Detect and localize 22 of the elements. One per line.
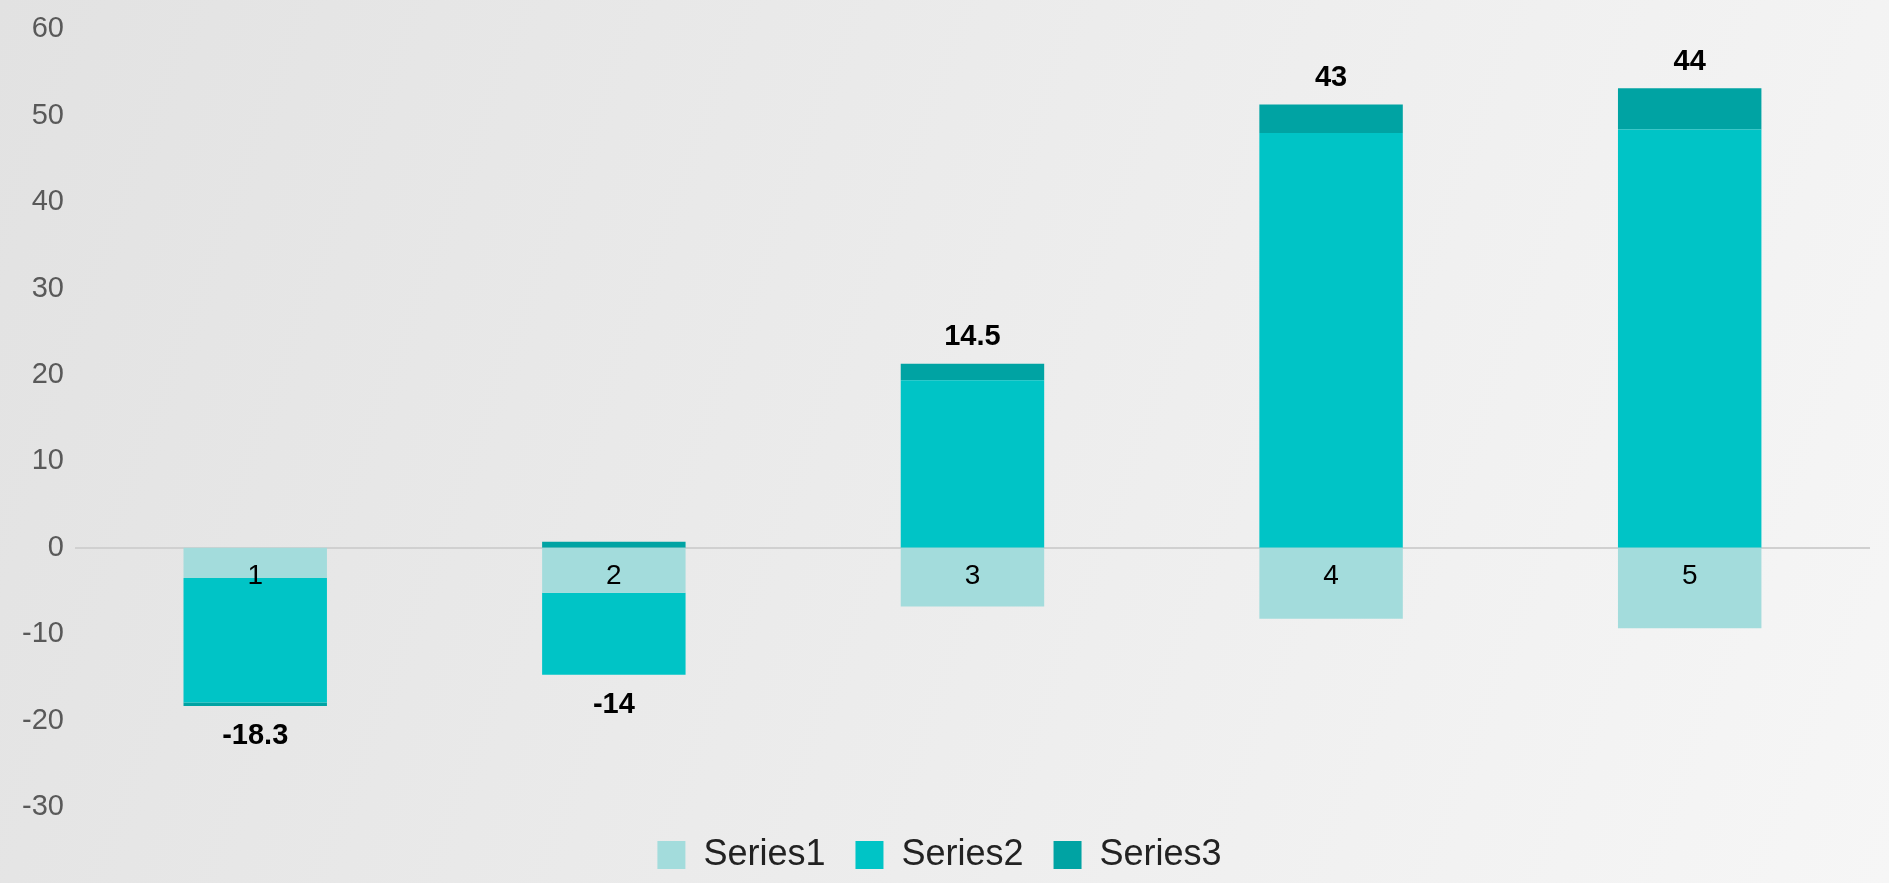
legend-label: Series1 bbox=[703, 831, 826, 873]
total-label: 43 bbox=[1314, 60, 1348, 93]
y-tick-label: 40 bbox=[31, 184, 64, 217]
x-tick-label: 4 bbox=[1323, 558, 1339, 590]
y-tick-label: 60 bbox=[31, 11, 64, 44]
y-tick-label: 0 bbox=[47, 529, 64, 562]
total-label: -14 bbox=[592, 687, 635, 720]
y-tick-label: -20 bbox=[21, 702, 64, 735]
y-tick-label: 10 bbox=[31, 443, 64, 476]
x-tick-label: 2 bbox=[606, 558, 622, 590]
total-label: 44 bbox=[1673, 43, 1706, 76]
y-tick-label: 20 bbox=[31, 357, 64, 389]
total-label: -18.3 bbox=[222, 718, 289, 751]
x-tick-label: 5 bbox=[1681, 558, 1698, 590]
x-tick-label: 3 bbox=[964, 558, 981, 590]
y-tick-label: -30 bbox=[21, 789, 64, 821]
y-tick-label: 30 bbox=[31, 270, 64, 303]
legend-label: Series3 bbox=[1099, 831, 1222, 873]
total-label: 14.5 bbox=[944, 319, 1001, 352]
y-tick-label: -10 bbox=[21, 616, 64, 649]
legend-label: Series2 bbox=[901, 831, 1024, 873]
y-tick-label: 50 bbox=[31, 97, 64, 130]
